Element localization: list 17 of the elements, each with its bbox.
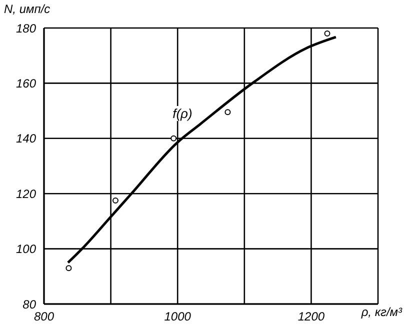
series-label: f(ρ) bbox=[172, 106, 192, 122]
x-tick-label: 800 bbox=[34, 310, 54, 324]
x-tick-label: 1200 bbox=[298, 310, 325, 324]
x-tick-label: 1000 bbox=[164, 310, 192, 324]
y-tick-label: 120 bbox=[16, 186, 36, 201]
point bbox=[66, 265, 72, 272]
y-tick-label: 100 bbox=[16, 242, 36, 256]
x-axis-title: ρ, кг/м³ bbox=[361, 305, 402, 319]
y-tick-label: 160 bbox=[16, 76, 36, 90]
y-tick-label: 80 bbox=[22, 297, 36, 312]
y-tick-label: 180 bbox=[16, 21, 36, 36]
point bbox=[170, 135, 177, 142]
point bbox=[324, 30, 330, 37]
y-axis-title: N, имп/с bbox=[4, 2, 50, 16]
point bbox=[224, 109, 231, 116]
point bbox=[112, 198, 118, 204]
y-tick-label: 140 bbox=[16, 132, 36, 146]
